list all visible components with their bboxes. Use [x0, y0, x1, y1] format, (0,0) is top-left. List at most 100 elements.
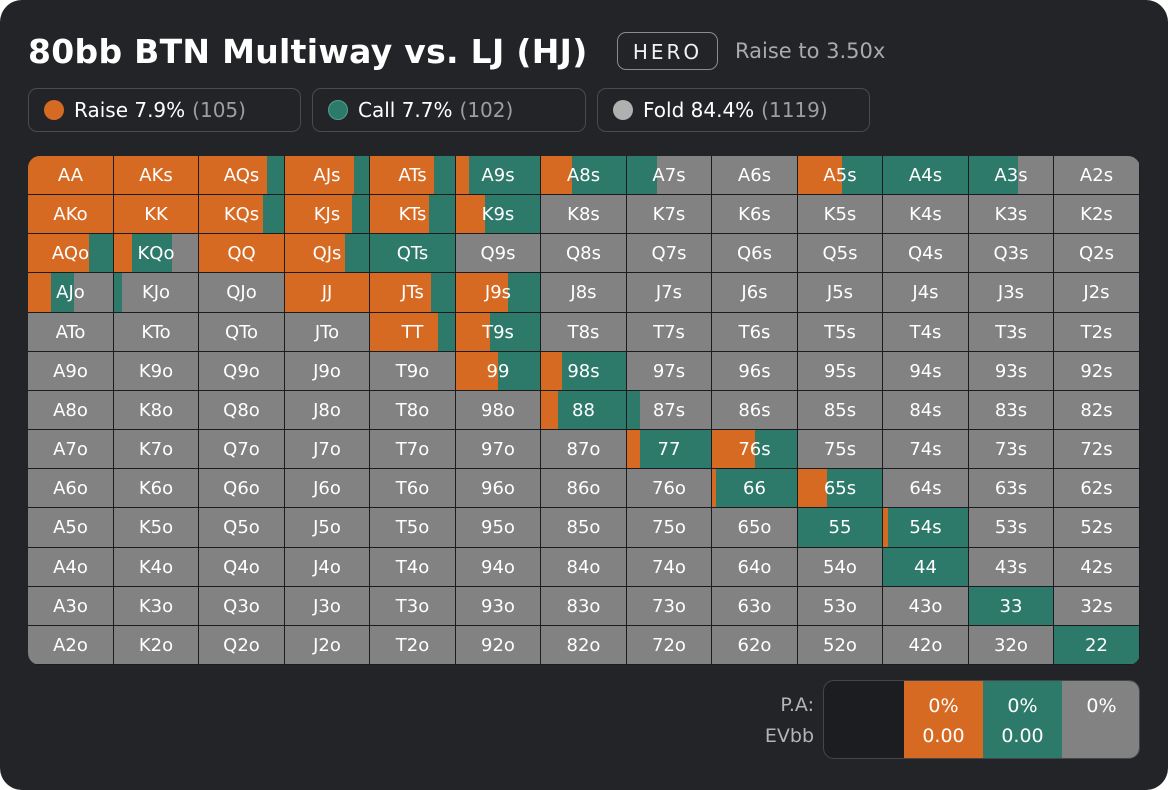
hand-cell[interactable]: 42o — [883, 626, 968, 664]
hand-cell[interactable]: AQs — [199, 156, 284, 194]
hand-cell[interactable]: T5s — [798, 313, 882, 351]
hand-cell[interactable]: K2s — [1054, 195, 1139, 233]
hand-cell[interactable]: 86s — [712, 391, 797, 429]
hand-cell[interactable]: T9s — [456, 313, 540, 351]
hand-cell[interactable]: Q5o — [199, 508, 284, 547]
hand-cell[interactable]: 88 — [541, 391, 626, 429]
hand-cell[interactable]: K7s — [627, 195, 711, 233]
hand-cell[interactable]: T8s — [541, 313, 626, 351]
legend-raise[interactable]: Raise 7.9% (105) — [28, 88, 301, 132]
hand-cell[interactable]: K9s — [456, 195, 540, 233]
hand-cell[interactable]: 87s — [627, 391, 711, 429]
hand-cell[interactable]: Q4o — [199, 548, 284, 586]
hand-cell[interactable]: 33 — [969, 587, 1053, 625]
hand-cell[interactable]: Q3o — [199, 587, 284, 625]
hand-cell[interactable]: 76o — [627, 469, 711, 507]
hand-cell[interactable]: A8s — [541, 156, 626, 194]
hand-cell[interactable]: J3s — [969, 273, 1053, 312]
legend-call[interactable]: Call 7.7% (102) — [312, 88, 586, 132]
hand-cell[interactable]: K4o — [114, 548, 198, 586]
hand-cell[interactable]: QJs — [285, 234, 369, 272]
hand-cell[interactable]: KQo — [114, 234, 198, 272]
hand-cell[interactable]: Q7s — [627, 234, 711, 272]
hand-cell[interactable]: KTo — [114, 313, 198, 351]
hand-cell[interactable]: 99 — [456, 352, 540, 390]
hand-cell[interactable]: 43o — [883, 587, 968, 625]
hand-cell[interactable]: A5s — [798, 156, 882, 194]
hand-cell[interactable]: 96o — [456, 469, 540, 507]
hand-cell[interactable]: J2o — [285, 626, 369, 664]
hand-cell[interactable]: 92o — [456, 626, 540, 664]
hand-cell[interactable]: AKo — [28, 195, 113, 233]
hand-cell[interactable]: J6o — [285, 469, 369, 507]
hand-cell[interactable]: 94s — [883, 352, 968, 390]
hand-cell[interactable]: J5s — [798, 273, 882, 312]
hand-cell[interactable]: 73s — [969, 430, 1053, 468]
hand-cell[interactable]: 94o — [456, 548, 540, 586]
hand-cell[interactable]: K4s — [883, 195, 968, 233]
hand-cell[interactable]: 82o — [541, 626, 626, 664]
hand-cell[interactable]: A6s — [712, 156, 797, 194]
hand-cell[interactable]: T6s — [712, 313, 797, 351]
hand-cell[interactable]: 44 — [883, 548, 968, 586]
hand-cell[interactable]: J4o — [285, 548, 369, 586]
hand-cell[interactable]: T7s — [627, 313, 711, 351]
hand-cell[interactable]: 55 — [798, 508, 882, 547]
hand-cell[interactable]: 96s — [712, 352, 797, 390]
hand-cell[interactable]: Q6o — [199, 469, 284, 507]
hand-cell[interactable]: 43s — [969, 548, 1053, 586]
hand-cell[interactable]: A7s — [627, 156, 711, 194]
hand-cell[interactable]: Q4s — [883, 234, 968, 272]
hand-cell[interactable]: 72s — [1054, 430, 1139, 468]
hand-cell[interactable]: A8o — [28, 391, 113, 429]
hand-cell[interactable]: A2s — [1054, 156, 1139, 194]
hand-cell[interactable]: K8s — [541, 195, 626, 233]
hand-cell[interactable]: T3s — [969, 313, 1053, 351]
hand-cell[interactable]: J9s — [456, 273, 540, 312]
hand-cell[interactable]: 83s — [969, 391, 1053, 429]
hand-cell[interactable]: 95s — [798, 352, 882, 390]
hand-cell[interactable]: 32o — [969, 626, 1053, 664]
hand-cell[interactable]: 62o — [712, 626, 797, 664]
hand-cell[interactable]: AJo — [28, 273, 113, 312]
hand-cell[interactable]: 22 — [1054, 626, 1139, 664]
hand-cell[interactable]: 93s — [969, 352, 1053, 390]
hand-cell[interactable]: 62s — [1054, 469, 1139, 507]
hand-cell[interactable]: 52o — [798, 626, 882, 664]
hand-cell[interactable]: ATs — [370, 156, 455, 194]
hand-cell[interactable]: 95o — [456, 508, 540, 547]
hand-cell[interactable]: T5o — [370, 508, 455, 547]
hand-cell[interactable]: 84o — [541, 548, 626, 586]
hand-cell[interactable]: 84s — [883, 391, 968, 429]
hand-cell[interactable]: 92s — [1054, 352, 1139, 390]
hand-cell[interactable]: A2o — [28, 626, 113, 664]
hand-cell[interactable]: AJs — [285, 156, 369, 194]
hand-cell[interactable]: Q6s — [712, 234, 797, 272]
hand-cell[interactable]: QQ — [199, 234, 284, 272]
hand-cell[interactable]: T3o — [370, 587, 455, 625]
hand-cell[interactable]: 77 — [627, 430, 711, 468]
hand-cell[interactable]: AQo — [28, 234, 113, 272]
hand-cell[interactable]: A6o — [28, 469, 113, 507]
hand-cell[interactable]: 83o — [541, 587, 626, 625]
hand-cell[interactable]: JJ — [285, 273, 369, 312]
hand-cell[interactable]: 65o — [712, 508, 797, 547]
hand-cell[interactable]: 42s — [1054, 548, 1139, 586]
hand-cell[interactable]: 97o — [456, 430, 540, 468]
hand-cell[interactable]: J5o — [285, 508, 369, 547]
hand-cell[interactable]: J7s — [627, 273, 711, 312]
hand-cell[interactable]: 72o — [627, 626, 711, 664]
hand-cell[interactable]: 87o — [541, 430, 626, 468]
hand-cell[interactable]: J2s — [1054, 273, 1139, 312]
hand-cell[interactable]: 98o — [456, 391, 540, 429]
hand-cell[interactable]: K3o — [114, 587, 198, 625]
hand-cell[interactable]: 53s — [969, 508, 1053, 547]
hand-cell[interactable]: K3s — [969, 195, 1053, 233]
hand-cell[interactable]: 32s — [1054, 587, 1139, 625]
hand-cell[interactable]: K6s — [712, 195, 797, 233]
hand-cell[interactable]: 85s — [798, 391, 882, 429]
hand-cell[interactable]: K9o — [114, 352, 198, 390]
hand-cell[interactable]: TT — [370, 313, 455, 351]
hand-cell[interactable]: A5o — [28, 508, 113, 547]
hand-cell[interactable]: KTs — [370, 195, 455, 233]
